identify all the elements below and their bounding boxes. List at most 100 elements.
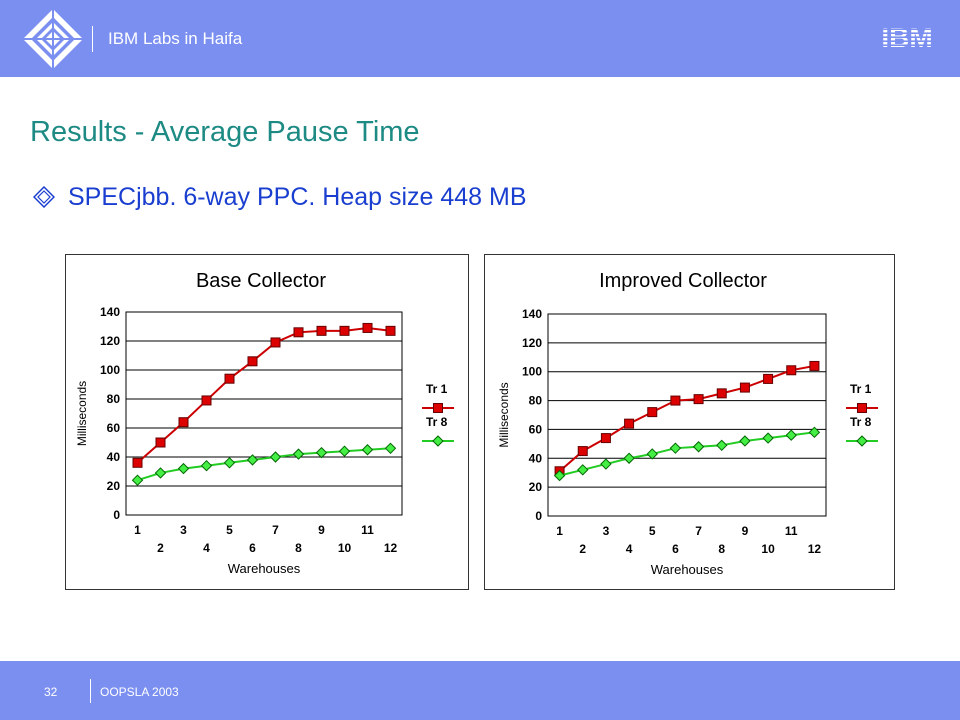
slide-title: Results - Average Pause Time	[30, 116, 420, 148]
x-tick-label: 8	[295, 541, 302, 555]
data-point-marker	[577, 464, 589, 476]
improved-collector-chart: Improved Collector 0 20 40 60 80 100 120 140 1 2 3 4…	[484, 254, 895, 590]
legend-marker	[433, 403, 443, 413]
x-tick-label: 7	[695, 524, 702, 538]
data-point-marker	[669, 442, 682, 454]
y-tick-label: 60	[529, 422, 543, 436]
x-tick-label: 11	[785, 524, 798, 538]
x-tick-label: 10	[338, 541, 352, 555]
x-tick-label: 10	[761, 542, 775, 556]
data-point-marker	[178, 417, 189, 428]
svg-text:IBM: IBM	[881, 22, 932, 52]
x-tick-label: 6	[249, 541, 256, 555]
data-point-marker	[809, 360, 820, 371]
y-axis-label: Milliseconds	[75, 381, 89, 446]
y-tick-label: 80	[529, 394, 543, 408]
x-tick-label: 2	[579, 542, 586, 556]
improved-collector-chart-svg: Improved Collector0204060801001201401234…	[497, 270, 878, 577]
x-tick-label: 1	[134, 523, 141, 537]
data-point-marker	[361, 444, 374, 456]
y-tick-label: 20	[107, 479, 121, 493]
y-tick-label: 40	[529, 451, 543, 465]
ibm-logo-icon: IBM	[881, 22, 932, 52]
ibm-research-diamond-logo-icon	[23, 9, 83, 69]
x-tick-label: 12	[808, 542, 822, 556]
data-point-marker	[600, 433, 611, 444]
y-tick-label: 60	[107, 421, 121, 435]
series-line-tr-8	[137, 447, 391, 482]
data-point-marker	[339, 325, 350, 336]
y-axis-label: Milliseconds	[497, 382, 511, 447]
series-line-tr-8	[559, 431, 815, 477]
data-point-marker	[716, 388, 727, 399]
series-line-tr-1	[136, 326, 391, 464]
chart-title: Base Collector	[196, 270, 326, 292]
x-axis-label: Warehouses	[228, 561, 301, 576]
x-tick-label: 4	[626, 542, 633, 556]
y-tick-label: 140	[522, 307, 542, 321]
y-tick-label: 20	[529, 480, 543, 494]
data-point-marker	[739, 435, 751, 447]
data-point-marker	[270, 337, 281, 348]
data-point-marker	[385, 325, 396, 336]
x-tick-label: 1	[556, 524, 563, 538]
data-point-marker	[553, 469, 566, 482]
data-point-marker	[246, 454, 259, 466]
x-tick-label: 2	[157, 541, 164, 555]
x-tick-label: 9	[742, 524, 749, 538]
x-tick-label: 9	[318, 523, 325, 537]
bullet-text: SPECjbb. 6-way PPC. Heap size 448 MB	[68, 183, 527, 211]
data-point-marker	[201, 395, 212, 406]
data-point-marker	[338, 445, 351, 457]
data-point-marker	[315, 446, 328, 459]
legend-label: Tr 8	[850, 415, 872, 429]
x-tick-label: 4	[203, 541, 210, 555]
base-collector-chart-svg: Base Collector02040608010012014012345678…	[75, 270, 454, 576]
data-point-marker	[362, 322, 373, 333]
x-tick-label: 3	[180, 523, 187, 537]
footer-text: OOPSLA 2003	[100, 685, 179, 699]
chart-title: Improved Collector	[599, 270, 767, 292]
x-tick-label: 11	[361, 523, 374, 537]
data-point-marker	[808, 426, 821, 439]
data-point-marker	[670, 395, 681, 406]
header-title: IBM Labs in Haifa	[108, 29, 243, 48]
x-tick-label: 5	[226, 523, 233, 537]
legend-label: Tr 8	[426, 415, 448, 429]
footer-bar: 32 OOPSLA 2003	[0, 661, 960, 720]
data-point-marker	[577, 446, 588, 457]
header-bar: IBM Labs in Haifa IBM	[0, 0, 960, 77]
data-point-marker	[716, 439, 728, 452]
y-tick-label: 120	[100, 334, 120, 348]
y-tick-label: 120	[522, 336, 542, 350]
data-point-marker	[693, 394, 704, 405]
data-point-marker	[786, 365, 797, 376]
data-point-marker	[763, 373, 774, 384]
data-point-marker	[177, 462, 190, 475]
y-tick-label: 40	[107, 450, 121, 464]
footer-divider	[90, 679, 91, 703]
legend-marker	[857, 403, 867, 413]
legend-label: Tr 1	[426, 382, 448, 396]
legend-marker	[856, 435, 868, 447]
base-collector-chart: Base Collector 0 20 40 60 80 100 120 140 1 2 3 4 5 6 7 8…	[65, 254, 469, 590]
data-point-marker	[200, 459, 213, 472]
y-tick-label: 140	[100, 305, 120, 319]
x-tick-label: 3	[603, 524, 610, 538]
data-point-marker	[155, 437, 166, 448]
legend-label: Tr 1	[850, 382, 872, 396]
data-point-marker	[762, 432, 774, 444]
x-axis-label: Warehouses	[651, 562, 724, 577]
data-point-marker	[316, 325, 327, 336]
page-number: 32	[44, 685, 58, 699]
y-tick-label: 100	[522, 365, 542, 379]
data-point-marker	[739, 382, 750, 393]
data-point-marker	[132, 457, 143, 468]
legend-marker	[432, 435, 444, 447]
data-point-marker	[269, 451, 282, 463]
data-point-marker	[646, 448, 658, 460]
data-point-marker	[692, 441, 705, 453]
plot-area-frame	[125, 311, 403, 516]
y-tick-label: 0	[113, 508, 120, 522]
data-point-marker	[600, 458, 612, 470]
